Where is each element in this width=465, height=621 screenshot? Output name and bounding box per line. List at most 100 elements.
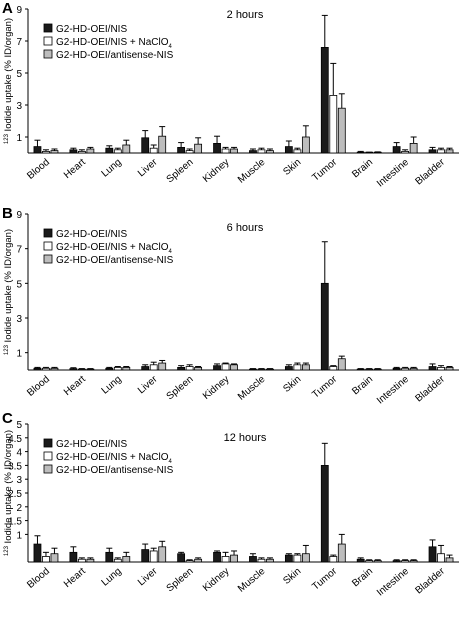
panel-letter: A [2, 0, 13, 17]
bar-c-liver-s3 [158, 546, 167, 563]
x-tick-label: Spleen [165, 374, 196, 402]
x-tick-label: Liver [136, 156, 160, 179]
bar-b-brain-s1 [356, 368, 365, 371]
bar-b-kidney-s2 [221, 363, 230, 371]
bar-a-lung-s1 [105, 147, 114, 154]
x-tick-label: Liver [136, 373, 160, 396]
bar-b-intestine-s3 [409, 367, 418, 371]
legend-label-text: G2-HD-OEI/antisense-NIS [56, 50, 174, 61]
chart-title: 12 hours [224, 432, 267, 444]
bar-b-tumor-s3 [337, 358, 346, 371]
x-tick-label: Blood [25, 566, 52, 591]
bar-a-bladder-s2 [437, 149, 445, 154]
bar-b-liver-s3 [158, 362, 167, 371]
bar-c-bladder-s3 [445, 557, 454, 563]
x-tick-label: Heart [62, 374, 88, 398]
bar-b-heart-s2 [77, 368, 86, 371]
bar-b-tumor-s2 [329, 366, 338, 371]
legend-label-text: G2-HD-OEI/antisense-NIS [56, 465, 174, 476]
bar-c-spleen-s1 [177, 553, 186, 563]
y-tick-label: 7 [16, 37, 22, 48]
legend-label-text: G2-HD-OEI/antisense-NIS [56, 255, 174, 266]
y-tick-label: 3 [16, 475, 22, 486]
bar-a-intestine-s1 [392, 146, 401, 154]
bar-c-liver-s1 [141, 549, 150, 563]
y-tick-label: 9 [16, 210, 22, 221]
bar-b-heart-s1 [69, 368, 78, 371]
legend-swatch [43, 254, 53, 264]
legend-label-text: G2-HD-OEI/NIS + NaClO [56, 242, 169, 253]
bar-c-brain-s1 [356, 558, 365, 563]
bar-a-muscle-s1 [249, 150, 257, 154]
x-tick-label: Brain [350, 157, 375, 180]
bar-a-brain-s1 [356, 151, 365, 154]
bar-b-brain-s3 [373, 368, 382, 371]
y-tick-label: 1 [16, 133, 22, 144]
bar-c-lung-s2 [113, 558, 122, 563]
bar-a-heart-s2 [77, 150, 86, 154]
bar-a-spleen-s2 [185, 150, 194, 154]
bar-b-brain-s2 [365, 368, 374, 371]
x-tick-label: Blood [25, 374, 52, 399]
bar-a-tumor-s2 [329, 95, 338, 154]
bar-c-intestine-s3 [409, 560, 418, 563]
bar-b-spleen-s1 [177, 366, 186, 371]
y-axis-label-text: Iodide uptake (% ID/organ) [3, 229, 14, 345]
legend-label: G2-HD-OEI/NIS + NaClO4 [56, 452, 173, 465]
y-tick-label: 3 [16, 101, 22, 112]
bar-a-skin-s1 [284, 146, 293, 154]
x-tick-label: Lung [100, 374, 124, 397]
legend: G2-HD-OEI/NIS G2-HD-OEI/NIS + NaClO4G2-HD… [43, 438, 174, 476]
bar-a-blood-s3 [50, 150, 59, 154]
x-tick-label: Lung [100, 566, 124, 589]
bar-b-skin-s2 [293, 364, 302, 371]
bar-b-spleen-s2 [185, 366, 194, 371]
bar-c-brain-s3 [373, 560, 382, 563]
bar-b-blood-s2 [42, 367, 50, 371]
bar-c-bladder-s2 [437, 553, 445, 563]
bar-c-tumor-s1 [320, 464, 329, 563]
bar-a-tumor-s3 [337, 107, 346, 154]
bar-a-lung-s2 [113, 149, 122, 154]
x-tick-label: Muscle [236, 566, 268, 595]
y-axis-label: 123 Iodide uptake (% ID/organ) [3, 430, 14, 556]
bar-b-heart-s3 [86, 368, 95, 371]
legend-label-text: G2-HD-OEI/NIS + NaClO [56, 452, 169, 463]
y-tick-label: 5 [16, 420, 22, 431]
bar-c-intestine-s2 [401, 560, 410, 563]
bar-c-liver-s2 [149, 550, 158, 563]
y-axis-label-text: Iodide uptake (% ID/organ) [3, 430, 14, 546]
x-tick-label: Kidney [201, 566, 231, 594]
bar-b-skin-s1 [284, 366, 293, 371]
bar-c-spleen-s2 [185, 560, 194, 563]
bar-c-lung-s3 [122, 556, 131, 563]
bar-c-muscle-s1 [249, 556, 257, 563]
x-tick-label: Kidney [201, 374, 231, 402]
x-tick-label: Spleen [165, 157, 196, 185]
x-tick-label: Tumor [310, 565, 339, 592]
legend-label: G2-HD-OEI/NIS [56, 439, 127, 450]
legend-swatch [43, 23, 53, 33]
x-tick-label: Bladder [413, 373, 447, 404]
bar-b-bladder-s2 [437, 366, 445, 371]
bar-b-liver-s1 [141, 366, 150, 371]
y-axis-label-superscript: 123 [4, 545, 10, 556]
y-tick-label: 7 [16, 245, 22, 256]
bar-a-brain-s2 [365, 151, 374, 154]
x-tick-label: Bladder [413, 565, 447, 596]
chart-title: 6 hours [227, 222, 264, 234]
legend-label-text: G2-HD-OEI/NIS [56, 439, 127, 450]
bar-a-skin-s3 [301, 136, 310, 154]
bar-c-kidney-s1 [213, 551, 221, 563]
x-tick-label: Heart [62, 157, 88, 181]
chart-title: 2 hours [227, 9, 264, 21]
bar-b-muscle-s2 [257, 368, 266, 371]
bar-c-blood-s1 [33, 543, 42, 563]
bar-a-skin-s2 [293, 149, 302, 154]
legend-label-text: G2-HD-OEI/NIS [56, 24, 127, 35]
bar-c-bladder-s1 [428, 546, 437, 563]
x-tick-label: Intestine [375, 374, 411, 407]
bar-c-intestine-s1 [392, 560, 401, 563]
bar-a-muscle-s2 [257, 149, 266, 154]
bar-b-blood-s1 [33, 367, 42, 371]
